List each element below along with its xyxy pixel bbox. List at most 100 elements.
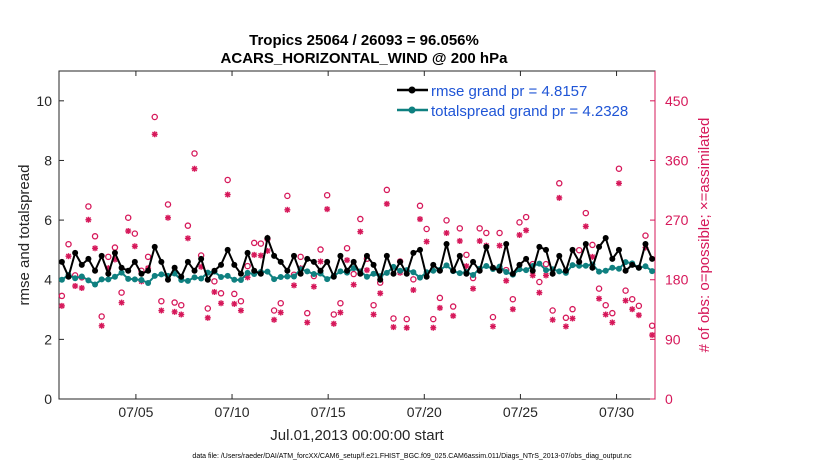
- legend: rmse grand pr = 4.8157 totalspread grand…: [395, 78, 648, 120]
- totalspread-point: [304, 268, 311, 275]
- rmse-point: [138, 270, 145, 277]
- rmse-point: [145, 267, 152, 274]
- rmse-point: [151, 243, 158, 250]
- y-axis-left-label: rmse and totalspread: [16, 165, 33, 306]
- obs-possible-marker: [509, 295, 517, 303]
- obs-possible-marker: [330, 311, 338, 318]
- obs-possible-marker: [124, 214, 132, 221]
- obs-assimilated-marker: [635, 312, 642, 319]
- obs-assimilated-marker: [556, 194, 563, 201]
- rmse-point: [417, 246, 424, 253]
- obs-assimilated-marker: [337, 309, 344, 316]
- obs-possible-marker: [105, 253, 112, 261]
- obs-assimilated-marker: [231, 300, 238, 307]
- rmse-point: [131, 258, 138, 265]
- rmse-point: [496, 267, 503, 274]
- totalspread-point: [363, 273, 370, 280]
- obs-assimilated-marker: [582, 223, 589, 230]
- rmse-point: [423, 273, 430, 280]
- legend-box: [395, 78, 648, 120]
- rmse-point: [231, 261, 238, 268]
- obs-possible-marker: [158, 297, 165, 305]
- rmse-point: [529, 267, 536, 274]
- obs-assimilated-marker: [615, 180, 622, 187]
- obs-assimilated-marker: [257, 252, 264, 259]
- rmse-point: [582, 240, 589, 247]
- totalspread-point: [290, 273, 297, 280]
- obs-assimilated-marker: [523, 227, 530, 234]
- obs-possible-marker: [516, 219, 523, 226]
- rmse-point: [198, 255, 205, 262]
- rmse-point: [324, 258, 331, 265]
- x-axis: 07/05 07/10 07/15 07/20 07/25 07/30: [118, 71, 634, 420]
- obs-possible-marker: [556, 180, 563, 187]
- obs-assimilated-marker: [423, 238, 430, 245]
- rmse-point: [642, 240, 649, 247]
- rmse-point: [357, 270, 364, 277]
- obs-assimilated-marker: [330, 320, 337, 327]
- obs-assimilated-marker: [85, 216, 92, 223]
- obs-assimilated-marker: [443, 230, 450, 237]
- obs-possible-marker: [489, 313, 497, 321]
- totalspread-point: [218, 274, 225, 281]
- totalspread-point: [350, 265, 357, 272]
- obs-assimilated-marker: [456, 237, 463, 244]
- obs-possible-marker: [323, 191, 331, 199]
- x-tick-label: 07/25: [503, 404, 538, 420]
- obs-possible-marker: [635, 302, 643, 310]
- rmse-point: [556, 252, 563, 259]
- obs-possible-marker: [463, 251, 470, 259]
- obs-assimilated-marker: [629, 306, 636, 313]
- obs-possible-marker: [191, 150, 198, 157]
- obs-possible-marker: [595, 285, 603, 292]
- totalspread-point: [72, 275, 79, 282]
- rmse-point: [569, 246, 576, 253]
- rmse-point: [191, 267, 198, 274]
- obs-assimilated-marker: [317, 258, 324, 265]
- totalspread-point: [470, 271, 477, 278]
- obs-assimilated-marker: [58, 302, 65, 309]
- rmse-point: [337, 252, 344, 259]
- obs-assimilated-marker: [496, 242, 503, 249]
- rmse-point: [450, 267, 457, 274]
- legend-spread-label: totalspread grand pr = 4.2328: [431, 103, 628, 120]
- obs-assimilated-marker: [383, 200, 390, 207]
- rmse-point: [105, 270, 112, 277]
- obs-possible-marker: [211, 278, 218, 285]
- obs-possible-marker: [131, 230, 139, 237]
- rmse-point: [403, 270, 410, 277]
- obs-assimilated-marker: [410, 286, 417, 293]
- totalspread-point: [78, 273, 85, 280]
- obs-assimilated-marker: [357, 228, 364, 235]
- y-right-tick-label: 450: [665, 93, 689, 109]
- rmse-point: [443, 240, 450, 247]
- obs-possible-marker: [642, 232, 649, 239]
- totalspread-point: [271, 276, 278, 283]
- rmse-point: [489, 264, 496, 271]
- obs-assimilated-marker: [596, 295, 603, 302]
- totalspread-point: [483, 263, 490, 270]
- obs-possible-marker: [436, 294, 444, 302]
- rmse-point: [271, 252, 278, 259]
- obs-assimilated-marker: [324, 206, 331, 213]
- obs-possible-marker: [257, 240, 265, 247]
- y-left-tick-label: 8: [44, 152, 52, 168]
- obs-assimilated-marker: [72, 283, 79, 290]
- rmse-point: [576, 258, 583, 265]
- totalspread-point: [337, 268, 344, 275]
- rmse-point: [536, 243, 543, 250]
- rmse-point: [589, 264, 596, 271]
- obs-possible-marker: [569, 305, 576, 313]
- rmse-point: [310, 258, 317, 265]
- obs-assimilated-marker: [609, 319, 616, 326]
- obs-possible-marker: [284, 192, 291, 200]
- totalspread-point: [456, 270, 463, 277]
- obs-possible-marker: [151, 113, 158, 121]
- totalspread-point: [536, 260, 543, 267]
- rmse-point: [218, 261, 225, 268]
- obs-assimilated-marker: [277, 309, 284, 316]
- totalspread-point: [609, 264, 616, 271]
- obs-assimilated-marker: [224, 191, 231, 198]
- obs-possible-marker: [496, 229, 503, 237]
